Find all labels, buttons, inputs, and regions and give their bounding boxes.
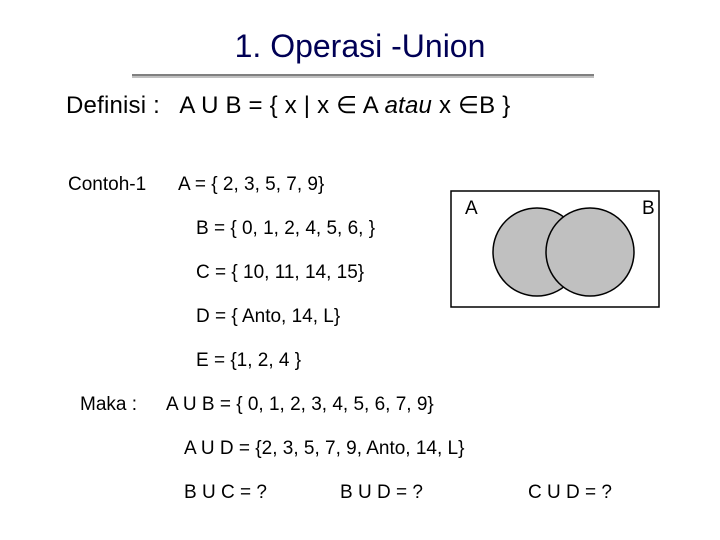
definisi-mid2: x [432, 92, 458, 119]
set-A: A = { 2, 3, 5, 7, 9} [178, 174, 324, 196]
set-C: C = { 10, 11, 14, 15} [196, 262, 364, 284]
result-CUD: C U D = ? [528, 482, 612, 504]
result-BUC: B U C = ? [184, 482, 267, 504]
venn-svg [450, 190, 660, 308]
page-title: 1. Operasi -Union [0, 0, 720, 75]
set-D: D = { Anto, 14, L} [196, 306, 340, 328]
set-E: E = {1, 2, 4 } [196, 350, 301, 372]
result-AUD: A U D = {2, 3, 5, 7, 9, Anto, 14, L} [184, 438, 464, 460]
venn-label-B: B [642, 198, 655, 220]
content-area: Definisi : A U B = { x | x ∈ A atau x ∈B… [0, 75, 720, 120]
element-symbol-2: ∈ [458, 92, 479, 119]
element-symbol-1: ∈ [336, 92, 357, 119]
definition-line: Definisi : A U B = { x | x ∈ A atau x ∈B… [66, 91, 680, 120]
definisi-label: Definisi : [66, 92, 160, 119]
contoh-label: Contoh-1 [68, 174, 146, 196]
venn-label-A: A [465, 198, 478, 220]
atau-word: atau [385, 92, 433, 119]
definisi-pre: A U B = { x | x [179, 92, 336, 119]
maka-label: Maka : [80, 394, 137, 416]
result-BUD: B U D = ? [340, 482, 423, 504]
venn-circle-B [546, 208, 634, 296]
definisi-post: B } [479, 92, 510, 119]
result-AUB: A U B = { 0, 1, 2, 3, 4, 5, 6, 7, 9} [166, 394, 434, 416]
set-B: B = { 0, 1, 2, 4, 5, 6, } [196, 218, 375, 240]
definisi-mid1: A [357, 92, 384, 119]
venn-diagram [450, 190, 660, 313]
